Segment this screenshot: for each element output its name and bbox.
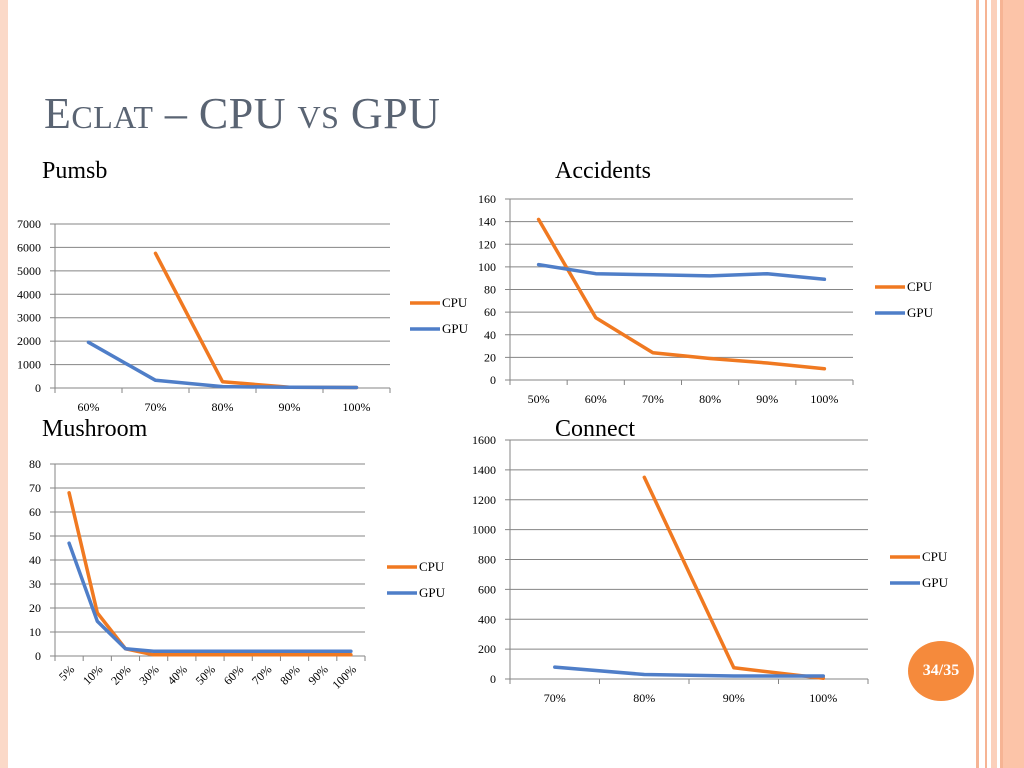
y-tick-label: 50 (29, 529, 41, 543)
series-line-cpu (642, 475, 826, 681)
y-tick-label: 800 (478, 553, 496, 567)
legend-label-gpu: GPU (907, 305, 934, 320)
x-tick-label: 70% (544, 691, 566, 705)
series-line-gpu (86, 340, 359, 390)
x-tick-label: 80% (633, 691, 655, 705)
y-tick-label: 600 (478, 582, 496, 596)
x-tick-label: 90% (756, 392, 778, 406)
x-tick-label: 70% (145, 400, 167, 414)
legend-label-cpu: CPU (442, 295, 468, 310)
page-number-badge: 34/35 (908, 641, 974, 701)
chart-label-accidents: Accidents (555, 158, 651, 184)
legend-label-gpu: GPU (419, 585, 446, 600)
chart-label-pumsb: Pumsb (42, 158, 108, 184)
x-tick-label: 70% (642, 392, 664, 406)
y-tick-label: 1000 (472, 523, 496, 537)
y-tick-label: 0 (35, 649, 41, 663)
y-tick-label: 200 (478, 642, 496, 656)
y-tick-label: 2000 (17, 334, 41, 348)
y-tick-label: 7000 (17, 217, 41, 231)
series-line-cpu (153, 251, 359, 390)
y-tick-label: 0 (35, 381, 41, 395)
y-tick-label: 70 (29, 481, 41, 495)
y-tick-label: 1200 (472, 493, 496, 507)
y-tick-label: 100 (478, 260, 496, 274)
y-tick-label: 40 (484, 328, 496, 342)
y-tick-label: 3000 (17, 311, 41, 325)
y-tick-label: 6000 (17, 240, 41, 254)
y-tick-label: 80 (29, 457, 41, 471)
y-tick-label: 40 (29, 553, 41, 567)
chart-label-mushroom: Mushroom (42, 416, 148, 442)
y-tick-label: 30 (29, 577, 41, 591)
chart-pumsb: 0 1000 2000 3000 4000 5000 6000 7000 60% 70% 80% 90… (17, 217, 469, 414)
x-tick-label: 60% (221, 662, 246, 687)
series-line-cpu (67, 491, 353, 657)
x-tick-label: 100% (343, 400, 371, 414)
y-tick-label: 20 (484, 350, 496, 364)
chart-mushroom: 0 10 20 30 40 50 60 70 80 5% 10% 20% 30% 40% 50% 60% 70%… (29, 457, 446, 692)
x-tick-label: 10% (80, 662, 105, 687)
chart-connect: 0 200 400 600 800 1000 1200 1400 1600 70% 80% 90% 10… (472, 433, 949, 705)
y-tick-label: 20 (29, 601, 41, 615)
x-tick-label: 100% (329, 662, 359, 692)
y-tick-label: 400 (478, 612, 496, 626)
legend-label-cpu: CPU (419, 559, 445, 574)
y-tick-label: 0 (490, 373, 496, 387)
x-tick-label: 100% (810, 392, 838, 406)
y-tick-label: 60 (29, 505, 41, 519)
y-tick-label: 1400 (472, 463, 496, 477)
y-tick-label: 1000 (17, 358, 41, 372)
x-tick-label: 80% (277, 662, 302, 687)
x-tick-label: 70% (249, 662, 274, 687)
x-tick-label: 80% (699, 392, 721, 406)
x-tick-label: 40% (164, 662, 189, 687)
x-tick-label: 90% (723, 691, 745, 705)
x-tick-label: 50% (528, 392, 550, 406)
y-tick-label: 140 (478, 215, 496, 229)
y-tick-label: 120 (478, 237, 496, 251)
x-tick-label: 90% (279, 400, 301, 414)
y-tick-label: 60 (484, 305, 496, 319)
series-line-gpu (536, 262, 827, 282)
x-tick-label: 90% (305, 662, 330, 687)
legend-label-cpu: CPU (907, 279, 933, 294)
y-tick-label: 10 (29, 625, 41, 639)
x-tick-label: 5% (56, 662, 77, 683)
x-tick-label: 100% (809, 691, 837, 705)
legend-label-gpu: GPU (442, 321, 469, 336)
series-line-cpu (536, 217, 827, 371)
y-tick-label: 5000 (17, 264, 41, 278)
legend-label-gpu: GPU (922, 575, 949, 590)
x-tick-label: 50% (193, 662, 218, 687)
chart-accidents: 0 20 40 60 80 100 120 140 160 50% 60% 70% 80% 90% 100%… (478, 192, 934, 406)
y-tick-label: 80 (484, 283, 496, 297)
x-tick-label: 20% (108, 662, 133, 687)
x-tick-label: 60% (585, 392, 607, 406)
y-tick-label: 0 (490, 672, 496, 686)
slide-title: ECLAT – CPU VS GPU (44, 89, 441, 138)
x-tick-label: 80% (212, 400, 234, 414)
y-tick-label: 4000 (17, 287, 41, 301)
x-tick-label: 60% (78, 400, 100, 414)
x-tick-label: 30% (136, 662, 161, 687)
chart-label-connect: Connect (555, 416, 635, 442)
series-line-gpu (67, 541, 353, 653)
series-line-gpu (553, 665, 826, 678)
y-tick-label: 160 (478, 192, 496, 206)
y-tick-label: 1600 (472, 433, 496, 447)
legend-label-cpu: CPU (922, 549, 948, 564)
